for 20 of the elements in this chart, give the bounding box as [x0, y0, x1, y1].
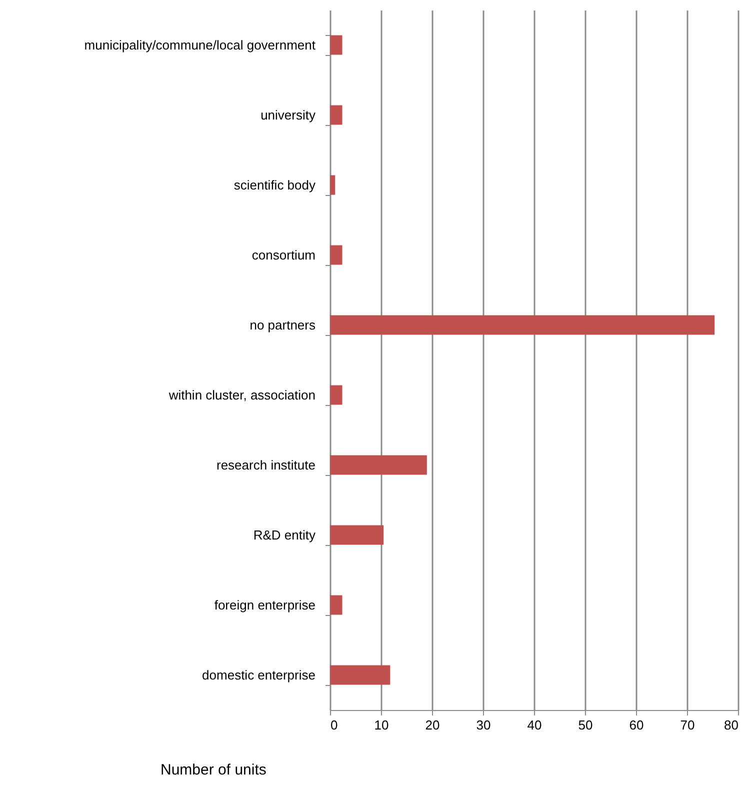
x-tick-label: 60	[629, 718, 644, 732]
x-axis-title: Number of units	[160, 762, 266, 778]
x-tick-label: 50	[578, 718, 593, 732]
x-tick-label: 0	[330, 718, 338, 732]
y-tick-label: research institute	[216, 458, 316, 472]
y-tick-label: consortium	[252, 248, 316, 262]
y-tick-label: university	[260, 108, 316, 122]
x-tick-label: 80	[724, 718, 738, 732]
x-tick-label: 20	[425, 718, 440, 732]
y-tick-label: R&D entity	[253, 528, 316, 542]
y-tick-label: domestic enterprise	[202, 668, 316, 682]
y-tick-label: no partners	[250, 318, 316, 332]
x-tick-label: 70	[680, 718, 695, 732]
x-tick-label: 10	[374, 718, 389, 732]
x-tick-label: 30	[476, 718, 491, 732]
y-tick-label: municipality/commune/local government	[84, 38, 316, 52]
y-tick-label: scientific body	[234, 178, 316, 192]
y-tick-label: foreign enterprise	[214, 598, 316, 612]
x-tick-label: 40	[527, 718, 542, 732]
y-tick-label: within cluster, association	[168, 388, 316, 402]
